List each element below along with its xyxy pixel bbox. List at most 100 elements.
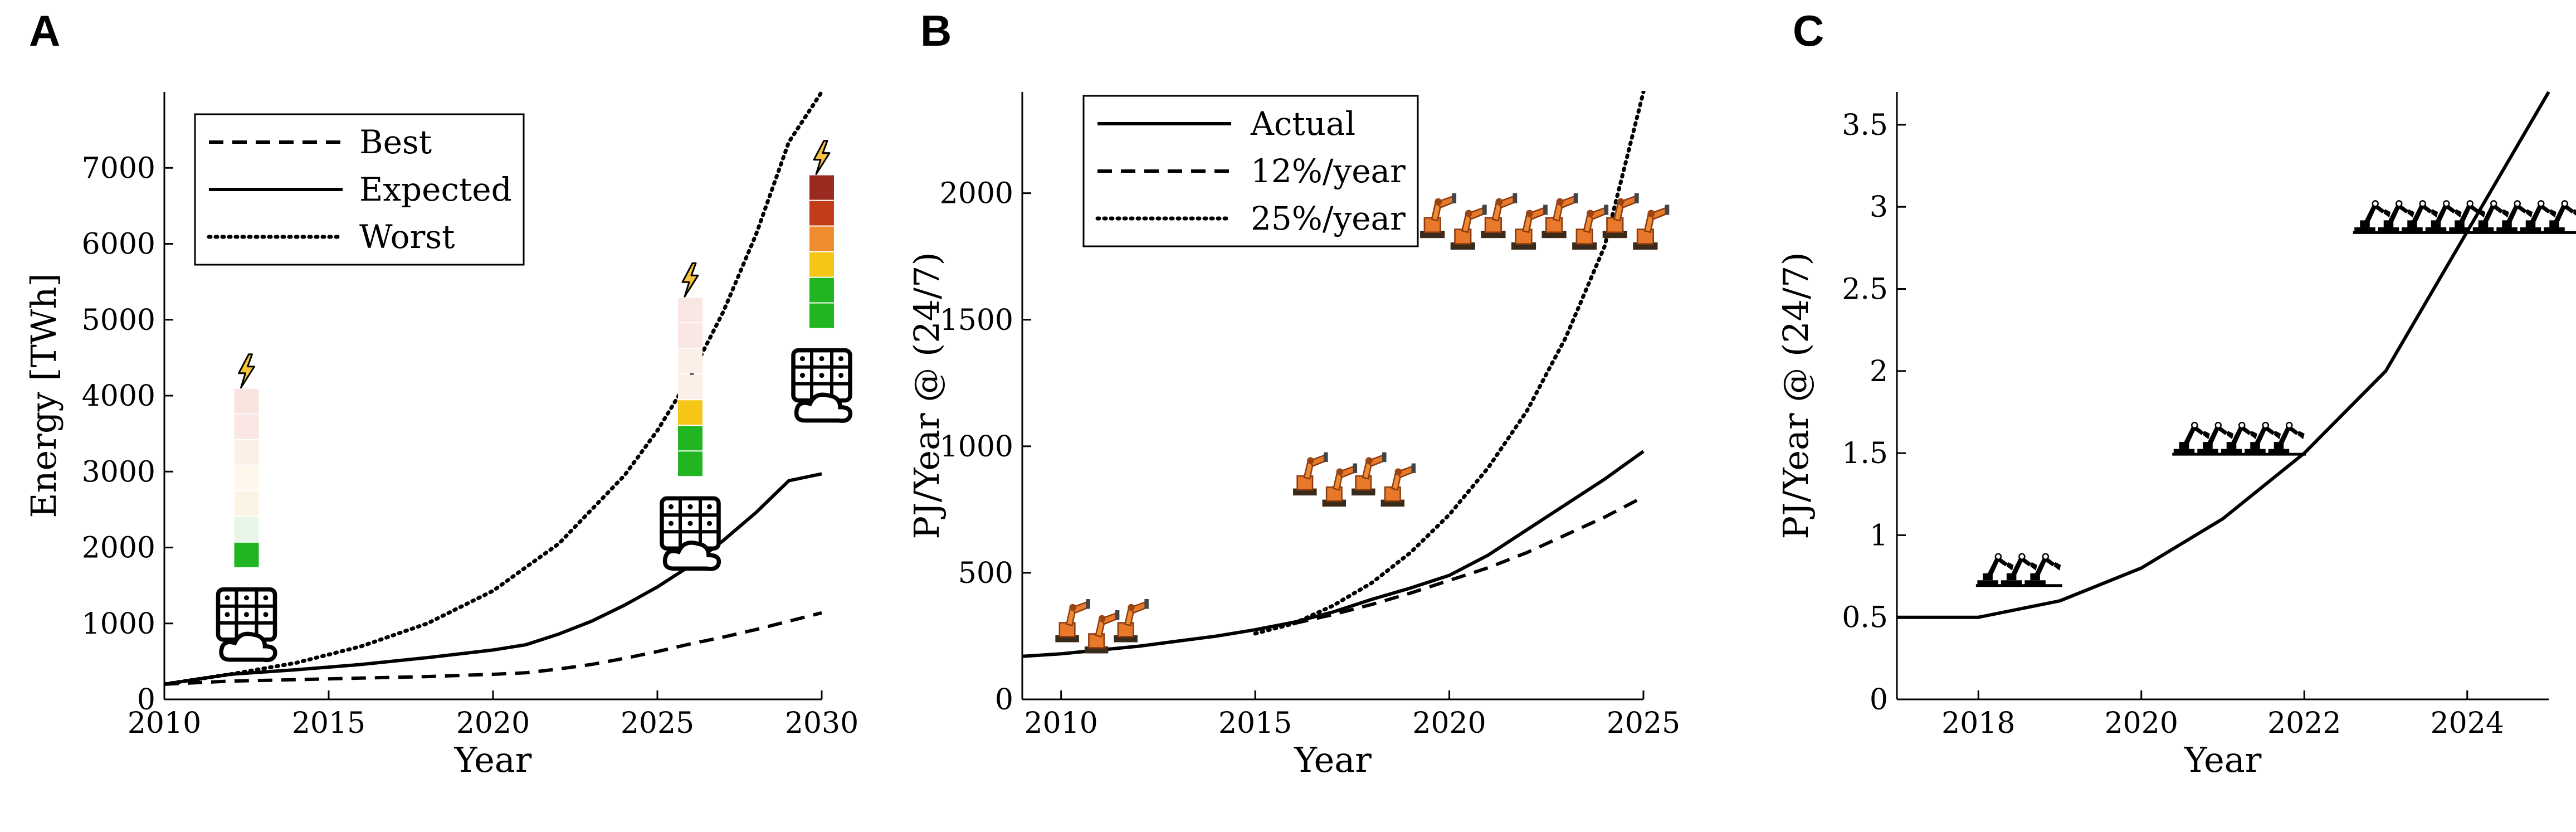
panel-label-b: B	[920, 6, 952, 55]
legend-entry: Worst	[359, 218, 455, 256]
panel-b-chart: 2010 2015 2020 2025 0 500 1000 1500 2000 Year PJ/Y…	[906, 91, 1680, 780]
orange-robot-arm-icon	[1602, 192, 1640, 239]
c-ytick-label: 3.5	[1842, 109, 1888, 142]
panel-a-legend: Best Expected Worst	[194, 113, 525, 266]
b-ytick-label: 1500	[940, 304, 1013, 337]
b-series-actual	[1022, 450, 1645, 658]
panel-a-chart: 2010 2015 2020 2025 2030 0 1000 2000 3000 4000 500…	[23, 91, 858, 780]
orange-robot-arm-icon	[1055, 598, 1091, 643]
b-xtick-label: 2010	[1024, 707, 1098, 740]
a-series-expected	[164, 472, 822, 686]
energy-bar-segment	[234, 517, 259, 542]
orange-robot-arm-icon	[1350, 451, 1387, 497]
a-y-axis-label: Energy [TWh]	[23, 273, 64, 518]
c-ytick-label: 0.5	[1842, 601, 1888, 635]
a-ytick-label: 0	[137, 683, 155, 717]
energy-bar-segment	[234, 414, 259, 439]
orange-robot-arm-icon	[1480, 192, 1518, 239]
black-robot-arm-icon	[2543, 200, 2576, 232]
orange-robot-arm-icon	[1084, 609, 1120, 654]
energy-bar-segment	[809, 226, 834, 251]
a-ytick-label: 6000	[82, 228, 155, 261]
energy-bar-segment	[234, 440, 259, 465]
energy-bar-segment	[234, 542, 259, 567]
energy-bar-segment	[678, 400, 702, 425]
b-ytick-label: 500	[958, 557, 1013, 590]
a-xtick-label: 2030	[785, 707, 858, 740]
orange-robot-arm-icon	[1510, 204, 1549, 251]
legend-entry: Best	[359, 123, 432, 161]
a-ytick-label: 4000	[82, 379, 155, 413]
b-x-axis-label: Year	[1294, 739, 1372, 780]
a-ytick-label: 7000	[82, 152, 155, 185]
orange-robot-arm-icon	[1541, 192, 1579, 239]
a-xtick-label: 2020	[456, 707, 530, 740]
energy-bar-segment	[678, 451, 702, 476]
energy-bar-segment	[809, 201, 834, 226]
panel-label-c: C	[1793, 6, 1824, 55]
c-ytick-label: 0	[1870, 683, 1888, 717]
a-ytick-label: 3000	[82, 455, 155, 489]
a-x-axis-label: Year	[454, 739, 532, 780]
orange-robot-arm-icon	[1632, 204, 1670, 251]
legend-entry: Actual	[1250, 105, 1355, 143]
b-series-12-year	[1294, 495, 1645, 625]
c-xtick-label: 2022	[2267, 707, 2341, 740]
c-xtick-label: 2020	[2105, 707, 2178, 740]
b-ytick-label: 2000	[940, 177, 1013, 211]
b-xtick-label: 2015	[1218, 707, 1292, 740]
b-xtick-label: 2020	[1412, 707, 1486, 740]
panel-c-chart: 2018 2020 2022 2024 0 0.5 1 1.5 2 2.5 3 3.5 Year PJ/Y…	[1775, 91, 2576, 780]
energy-bar-segment	[809, 278, 834, 303]
energy-bar-segment	[678, 374, 702, 400]
c-ytick-label: 1.5	[1842, 437, 1888, 470]
b-xtick-label: 2025	[1607, 707, 1680, 740]
a-xtick-label: 2025	[621, 707, 694, 740]
a-xtick-label: 2015	[292, 707, 365, 740]
energy-bar-segment	[234, 491, 259, 516]
legend-entry: 25%/year	[1251, 200, 1406, 237]
energy-bar-segment	[809, 303, 834, 328]
energy-bar-segment	[678, 349, 702, 374]
c-x-axis-label: Year	[2184, 739, 2262, 780]
orange-robot-arm-icon	[1380, 463, 1417, 508]
black-robot-arm-icon	[2024, 553, 2062, 586]
a-ytick-label: 2000	[82, 532, 155, 565]
energy-bar-segment	[678, 298, 702, 323]
orange-robot-arm-icon	[1321, 463, 1358, 508]
orange-robot-arm-icon	[1571, 204, 1609, 251]
lightning-bolt-icon	[681, 262, 699, 298]
server-cloud-icon	[662, 498, 719, 569]
a-series-worst	[164, 91, 824, 687]
b-ytick-label: 0	[995, 683, 1013, 717]
server-cloud-icon	[218, 590, 275, 660]
energy-bar-segment	[678, 426, 702, 451]
c-ytick-label: 2.5	[1842, 273, 1888, 306]
energy-bar-segment	[809, 252, 834, 277]
server-cloud-icon	[793, 351, 850, 421]
orange-robot-arm-icon	[1292, 451, 1329, 497]
energy-bar-segment	[234, 465, 259, 490]
a-ytick-label: 5000	[82, 304, 155, 337]
orange-robot-arm-icon	[1419, 192, 1457, 239]
black-robot-arm-icon	[2267, 421, 2305, 454]
legend-entry: Expected	[359, 171, 512, 208]
lightning-bolt-icon	[813, 140, 831, 176]
a-ytick-label: 1000	[82, 607, 155, 641]
orange-robot-arm-icon	[1450, 204, 1488, 251]
c-y-axis-label: PJ/Year @ (24/7)	[1775, 252, 1816, 539]
c-xtick-label: 2024	[2431, 707, 2504, 740]
legend-box	[1082, 95, 1419, 247]
legend-entry: 12%/year	[1251, 152, 1406, 190]
energy-bar-segment	[809, 175, 834, 200]
lightning-bolt-icon	[238, 353, 255, 389]
panel-label-a: A	[29, 6, 60, 55]
c-xtick-label: 2018	[1941, 707, 2015, 740]
c-ytick-label: 2	[1870, 355, 1888, 388]
b-series-25-year	[1253, 91, 1646, 636]
a-xtick-label: 2010	[128, 707, 201, 740]
energy-bar-segment	[678, 323, 702, 348]
b-ytick-label: 1000	[940, 430, 1013, 464]
b-y-axis-label: PJ/Year @ (24/7)	[906, 252, 947, 539]
